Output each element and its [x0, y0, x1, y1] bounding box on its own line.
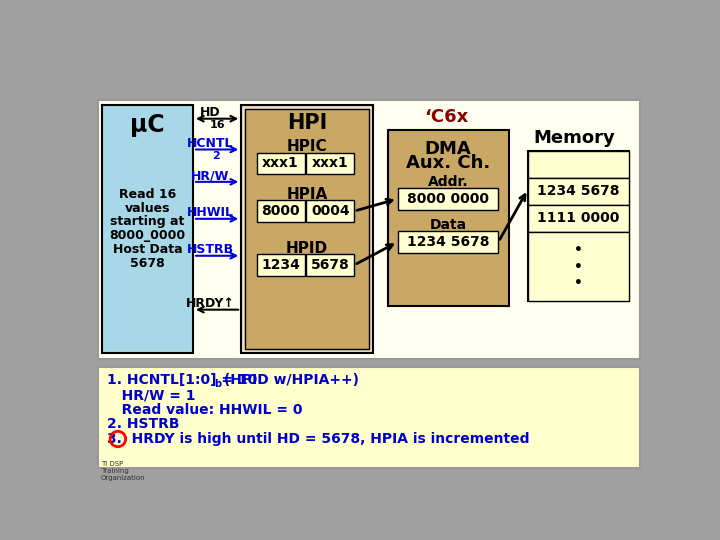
Text: Read 16: Read 16 [119, 188, 176, 201]
Text: HHWIL: HHWIL [186, 206, 233, 219]
Text: 1234 5678: 1234 5678 [537, 184, 619, 198]
Bar [256, 254, 305, 276]
Text: 1234 5678: 1234 5678 [407, 235, 490, 249]
Bar [256, 153, 305, 174]
Text: 8000 0000: 8000 0000 [407, 192, 489, 206]
Text: 16: 16 [210, 120, 225, 130]
Text: 1234: 1234 [261, 258, 300, 272]
Text: TI DSP
Training
Organization: TI DSP Training Organization [101, 461, 145, 481]
Bar [528, 232, 629, 301]
Text: HPID: HPID [286, 240, 328, 255]
Text: ‘C6x: ‘C6x [424, 108, 469, 126]
Text: b: b [214, 379, 221, 389]
Text: Read value: HHWIL = 0: Read value: HHWIL = 0 [107, 403, 302, 417]
Bar [397, 188, 498, 210]
Bar [241, 105, 373, 353]
Text: HCNTL: HCNTL [187, 137, 233, 150]
Bar [388, 130, 508, 306]
Bar [245, 109, 369, 349]
Text: 2: 2 [212, 151, 220, 161]
Bar [306, 200, 354, 222]
Text: 0004: 0004 [311, 204, 350, 218]
Bar [98, 367, 640, 468]
Text: 8000: 8000 [261, 204, 300, 218]
Text: HR/W = 1: HR/W = 1 [107, 389, 196, 403]
Bar [528, 178, 629, 205]
Text: •: • [574, 242, 582, 256]
Text: Host Data: Host Data [112, 243, 182, 256]
Bar [397, 231, 498, 253]
Text: 1111 0000: 1111 0000 [537, 211, 619, 225]
Text: Aux. Ch.: Aux. Ch. [406, 154, 490, 172]
Bar [528, 151, 629, 301]
Bar [306, 153, 354, 174]
Text: 1. HCNTL[1:0] = 10: 1. HCNTL[1:0] = 10 [107, 374, 257, 388]
Text: 8000_0000: 8000_0000 [109, 230, 186, 242]
Text: xxx1: xxx1 [312, 157, 348, 170]
Text: HSTRB: HSTRB [186, 243, 234, 256]
Text: •: • [574, 276, 582, 291]
Text: HPIC: HPIC [287, 139, 328, 154]
Bar [306, 254, 354, 276]
Text: DMA: DMA [425, 140, 472, 159]
Text: (HPID w/HPIA++): (HPID w/HPIA++) [220, 374, 359, 388]
Text: HPI: HPI [287, 113, 327, 133]
Bar [256, 200, 305, 222]
Text: HD: HD [200, 106, 220, 119]
Text: Addr.: Addr. [428, 175, 469, 189]
Text: •: • [574, 260, 582, 274]
Text: values: values [125, 201, 170, 214]
Text: 3.  HRDY is high until HD = 5678, HPIA is incremented: 3. HRDY is high until HD = 5678, HPIA is… [107, 432, 529, 446]
Text: HRDY↑: HRDY↑ [186, 297, 235, 310]
Text: HPIA: HPIA [287, 187, 328, 201]
Text: HR/W: HR/W [191, 169, 229, 182]
Text: starting at: starting at [110, 215, 184, 228]
Text: μC: μC [130, 113, 165, 137]
Bar [98, 100, 640, 359]
Bar [528, 205, 629, 232]
Text: xxx1: xxx1 [262, 157, 299, 170]
Bar [528, 151, 629, 178]
Text: 2. HSTRB: 2. HSTRB [107, 417, 179, 430]
Text: Data: Data [430, 218, 467, 232]
Text: 5678: 5678 [311, 258, 350, 272]
Text: Memory: Memory [534, 129, 616, 147]
Bar [102, 105, 193, 353]
Text: 5678: 5678 [130, 257, 165, 270]
